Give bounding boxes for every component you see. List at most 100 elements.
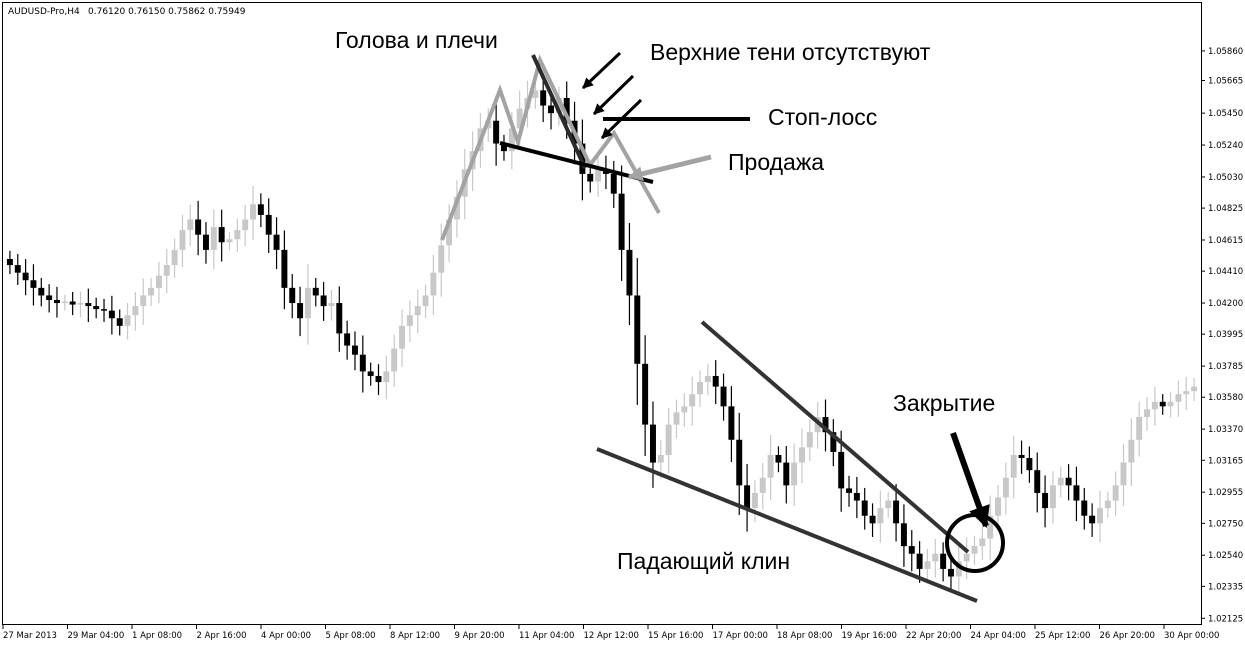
candle-body: [971, 546, 978, 554]
candle-body: [234, 230, 241, 240]
candle-body: [649, 424, 656, 463]
candle-body: [712, 375, 719, 387]
y-tick-label: 1.05450: [1208, 109, 1243, 119]
candle-body: [297, 303, 304, 319]
candle-body: [1096, 508, 1103, 524]
y-tick-label: 1.02955: [1208, 488, 1243, 498]
head-shoulders-grey-zigzag: [440, 54, 661, 241]
candle-body: [877, 508, 884, 524]
candle-body: [744, 485, 751, 509]
candle-body: [1089, 515, 1096, 524]
candle-body: [508, 128, 515, 152]
x-tick-label: 2 Apr 16:00: [197, 631, 247, 641]
candle-body: [1136, 416, 1143, 440]
candle-body: [885, 500, 892, 509]
candle-body: [148, 287, 155, 296]
candle-body: [116, 318, 123, 326]
candle-body: [869, 515, 876, 524]
candle-body: [438, 245, 445, 273]
y-tick-label: 1.05665: [1208, 76, 1243, 86]
candle-body: [1159, 401, 1166, 407]
candle-body: [532, 90, 539, 98]
close-arrow: [950, 431, 990, 529]
y-tick-label: 1.03370: [1208, 425, 1243, 435]
candle-body: [1057, 477, 1064, 486]
candle-body: [861, 500, 868, 516]
candle-body: [500, 143, 507, 152]
candle-body: [720, 386, 727, 407]
upper-shadow-arrow-1: [581, 51, 622, 90]
candle-body: [265, 214, 272, 235]
annotation-stop-loss: Стоп-лосс: [768, 104, 877, 130]
x-tick-label: 22 Apr 20:00: [906, 631, 961, 641]
candle-body: [391, 348, 398, 372]
chart-frame: [2, 2, 1202, 625]
candlestick-series: [6, 75, 1198, 595]
candle-body: [61, 301, 68, 304]
candle-body: [414, 306, 421, 316]
y-tick-label: 1.04200: [1208, 299, 1243, 309]
y-tick-label: 1.02335: [1208, 582, 1243, 592]
x-tick-label: 4 Apr 00:00: [261, 631, 311, 641]
candle-body: [751, 492, 758, 509]
candle-body: [140, 295, 147, 307]
candle-body: [257, 204, 264, 215]
candle-body: [1191, 386, 1198, 392]
candle-body: [250, 204, 257, 220]
candle-body: [281, 249, 288, 288]
candle-body: [30, 280, 37, 288]
candle-body: [1081, 500, 1088, 516]
candle-body: [1167, 401, 1174, 407]
candle-body: [900, 523, 907, 547]
candle-body: [995, 497, 1002, 516]
candle-body: [430, 272, 437, 296]
chart-title-symbol: AUDUSD-Pro,H4: [8, 7, 80, 17]
candle-body: [853, 492, 860, 501]
candle-body: [563, 97, 570, 121]
wedge-lower-line: [596, 447, 978, 603]
candle-body: [775, 454, 782, 463]
candle-body: [493, 120, 500, 144]
candle-body: [916, 553, 923, 569]
x-tick-label: 11 Apr 04:00: [519, 631, 574, 641]
y-axis: 1.05860 1.05665 1.05450 1.05240 1.05030 1.048…: [1201, 47, 1243, 624]
candle-body: [955, 561, 962, 577]
y-tick-label: 1.04410: [1208, 267, 1243, 277]
candle-body: [77, 303, 84, 305]
candle-body: [69, 301, 76, 305]
x-tick-label: 17 Apr 00:00: [713, 631, 768, 641]
candle-body: [822, 416, 829, 433]
candle-body: [399, 325, 406, 349]
x-tick-label: 29 Mar 04:00: [68, 631, 125, 641]
candle-body: [375, 375, 382, 383]
candle-body: [273, 234, 280, 250]
candle-body: [704, 375, 711, 383]
y-tick-label: 1.04615: [1208, 236, 1243, 246]
candle-body: [6, 258, 13, 266]
candle-body: [665, 424, 672, 455]
candle-body: [383, 371, 390, 383]
candle-body: [791, 462, 798, 486]
candle-body: [46, 295, 53, 301]
candle-body: [924, 561, 931, 569]
candle-body: [218, 227, 225, 243]
candle-body: [85, 303, 92, 307]
candle-body: [1002, 477, 1009, 498]
x-tick-label: 1 Apr 08:00: [132, 631, 182, 641]
annotation-sell: Продажа: [728, 149, 824, 175]
candle-body: [124, 315, 131, 326]
candle-body: [1144, 409, 1151, 417]
candle-body: [1120, 462, 1127, 486]
candle-body: [22, 272, 29, 281]
candle-body: [908, 546, 915, 554]
candle-body: [893, 500, 900, 524]
x-tick-label: 9 Apr 20:00: [455, 631, 505, 641]
annotation-head-shoulders: Голова и плечи: [335, 27, 498, 53]
candle-body: [1151, 401, 1158, 410]
candle-body: [736, 439, 743, 486]
y-tick-label: 1.03165: [1208, 456, 1243, 466]
candle-body: [634, 295, 641, 364]
candle-body: [1104, 500, 1111, 509]
candle-body: [516, 108, 523, 129]
x-tick-label: 18 Apr 08:00: [777, 631, 832, 641]
